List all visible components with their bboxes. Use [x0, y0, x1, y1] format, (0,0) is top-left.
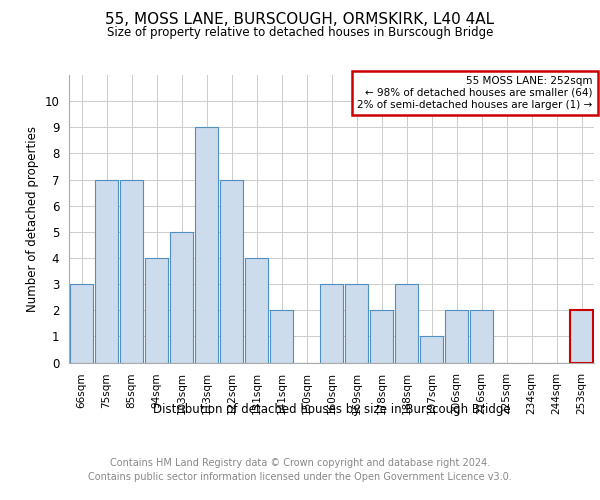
Bar — [195, 128, 218, 362]
Bar — [420, 336, 443, 362]
Bar — [345, 284, 368, 362]
Text: Contains HM Land Registry data © Crown copyright and database right 2024.: Contains HM Land Registry data © Crown c… — [110, 458, 490, 468]
Bar — [270, 310, 293, 362]
Bar — [470, 310, 493, 362]
Bar — [170, 232, 193, 362]
Text: Contains public sector information licensed under the Open Government Licence v3: Contains public sector information licen… — [88, 472, 512, 482]
Text: Distribution of detached houses by size in Burscough Bridge: Distribution of detached houses by size … — [153, 402, 511, 415]
Bar — [245, 258, 268, 362]
Y-axis label: Number of detached properties: Number of detached properties — [26, 126, 39, 312]
Bar — [70, 284, 93, 362]
Bar — [445, 310, 468, 362]
Bar — [395, 284, 418, 362]
Bar — [320, 284, 343, 362]
Text: 55, MOSS LANE, BURSCOUGH, ORMSKIRK, L40 4AL: 55, MOSS LANE, BURSCOUGH, ORMSKIRK, L40 … — [106, 12, 494, 28]
Bar — [220, 180, 243, 362]
Bar — [570, 310, 593, 362]
Bar — [145, 258, 168, 362]
Bar — [95, 180, 118, 362]
Text: 55 MOSS LANE: 252sqm
← 98% of detached houses are smaller (64)
2% of semi-detach: 55 MOSS LANE: 252sqm ← 98% of detached h… — [358, 76, 593, 110]
Text: Size of property relative to detached houses in Burscough Bridge: Size of property relative to detached ho… — [107, 26, 493, 39]
Bar — [120, 180, 143, 362]
Bar — [370, 310, 393, 362]
